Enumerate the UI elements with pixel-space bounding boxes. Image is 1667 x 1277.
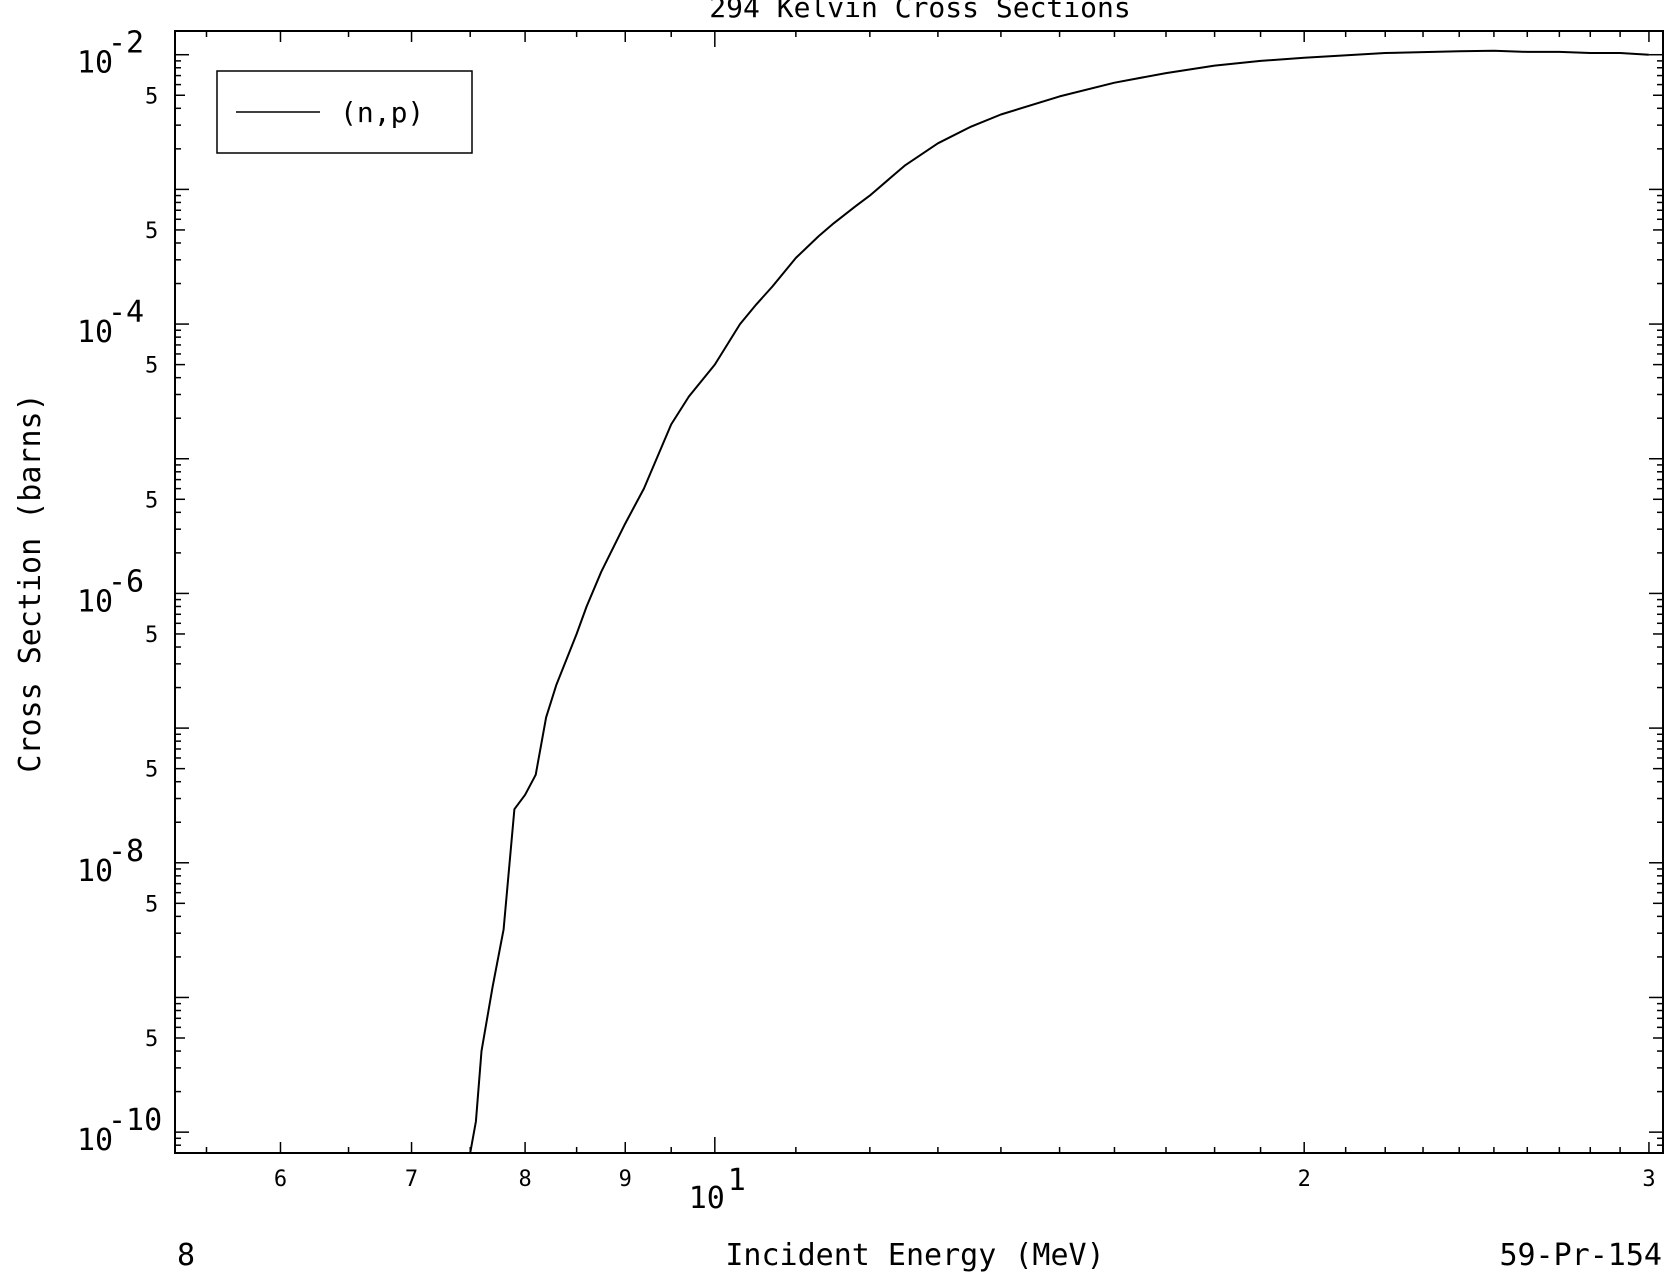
x-tick-label: 2 [1298,1167,1311,1192]
y-minor-tick-label: 5 [145,219,158,244]
x-tick-label: 9 [619,1167,632,1192]
x-tick-label: 3 [1642,1167,1655,1192]
y-minor-tick-label: 5 [145,488,158,513]
y-tick-label-base: 10 [77,854,113,889]
x-tick-label-exponent: 1 [728,1163,746,1198]
y-tick-label-exponent: -6 [108,564,144,599]
x-tick-label: 6 [274,1167,287,1192]
plot-frame [174,30,1664,1154]
legend-label-np: (n,p) [340,96,424,129]
y-minor-tick-label: 5 [145,758,158,783]
x-tick-label: 8 [518,1167,531,1192]
series-line-np [469,49,1649,1154]
y-minor-tick-label: 5 [145,623,158,648]
footer-left-label: 8 [177,1238,195,1273]
y-tick-label-exponent: -8 [108,834,144,869]
footer-right-label: 59-Pr-154 [1499,1238,1662,1273]
y-tick-label-base: 10 [77,1123,113,1158]
y-tick-label-exponent: -2 [108,26,144,61]
y-tick-label-exponent: -10 [108,1103,162,1138]
y-minor-tick-label: 5 [145,84,158,109]
y-minor-tick-label: 5 [145,1027,158,1052]
x-tick-label: 7 [405,1167,418,1192]
y-minor-tick-label: 5 [145,354,158,379]
y-axis-label: Cross Section (barns) [13,393,48,772]
x-tick-label-base: 10 [689,1181,725,1216]
y-tick-label-base: 10 [77,46,113,81]
y-minor-tick-label: 5 [145,892,158,917]
y-tick-label-exponent: -4 [108,295,144,330]
chart-title: 294 Kelvin Cross Sections [709,0,1130,24]
y-tick-label-base: 10 [77,315,113,350]
x-axis-label: Incident Energy (MeV) [725,1238,1104,1273]
y-tick-label-base: 10 [77,584,113,619]
